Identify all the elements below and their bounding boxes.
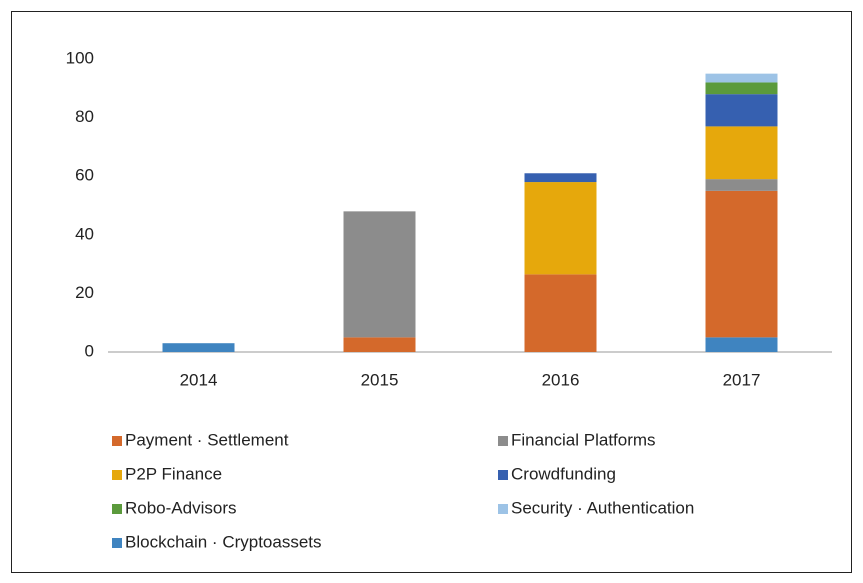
legend-swatch (498, 504, 508, 514)
bar-segment (705, 73, 778, 83)
bar-segment (343, 337, 416, 352)
legend-swatch (498, 470, 508, 480)
bar-segment (705, 82, 778, 95)
legend-swatch (112, 470, 122, 480)
bar-segment (705, 126, 778, 180)
legend-label: Blockchain · Cryptoassets (125, 532, 322, 551)
bar-segment (705, 179, 778, 191)
legend-swatch (498, 436, 508, 446)
legend-label: Security · Authentication (511, 498, 694, 517)
legend-swatch (112, 538, 122, 548)
y-tick-label: 40 (75, 224, 94, 243)
x-tick-label: 2014 (180, 370, 218, 389)
x-tick-label: 2017 (723, 370, 761, 389)
bar-segment (524, 182, 597, 275)
bar-segment (705, 190, 778, 338)
bar-segment (705, 337, 778, 352)
bar-segment (524, 274, 597, 352)
y-tick-label: 60 (75, 166, 94, 185)
legend-label: Financial Platforms (511, 430, 656, 449)
x-tick-label: 2016 (542, 370, 580, 389)
legend-label: Robo-Advisors (125, 498, 237, 517)
y-tick-label: 20 (75, 283, 94, 302)
legend-label: Payment · Settlement (125, 430, 289, 449)
legend-swatch (112, 436, 122, 446)
x-tick-label: 2015 (361, 370, 399, 389)
y-tick-label: 0 (85, 341, 94, 360)
y-tick-label: 100 (66, 48, 94, 67)
legend-swatch (112, 504, 122, 514)
bar-segment (705, 94, 778, 127)
bar-segment (343, 211, 416, 338)
bar-segment (162, 343, 235, 352)
legend-label: P2P Finance (125, 464, 222, 483)
y-tick-label: 80 (75, 107, 94, 126)
legend-label: Crowdfunding (511, 464, 616, 483)
bar-segment (524, 173, 597, 183)
